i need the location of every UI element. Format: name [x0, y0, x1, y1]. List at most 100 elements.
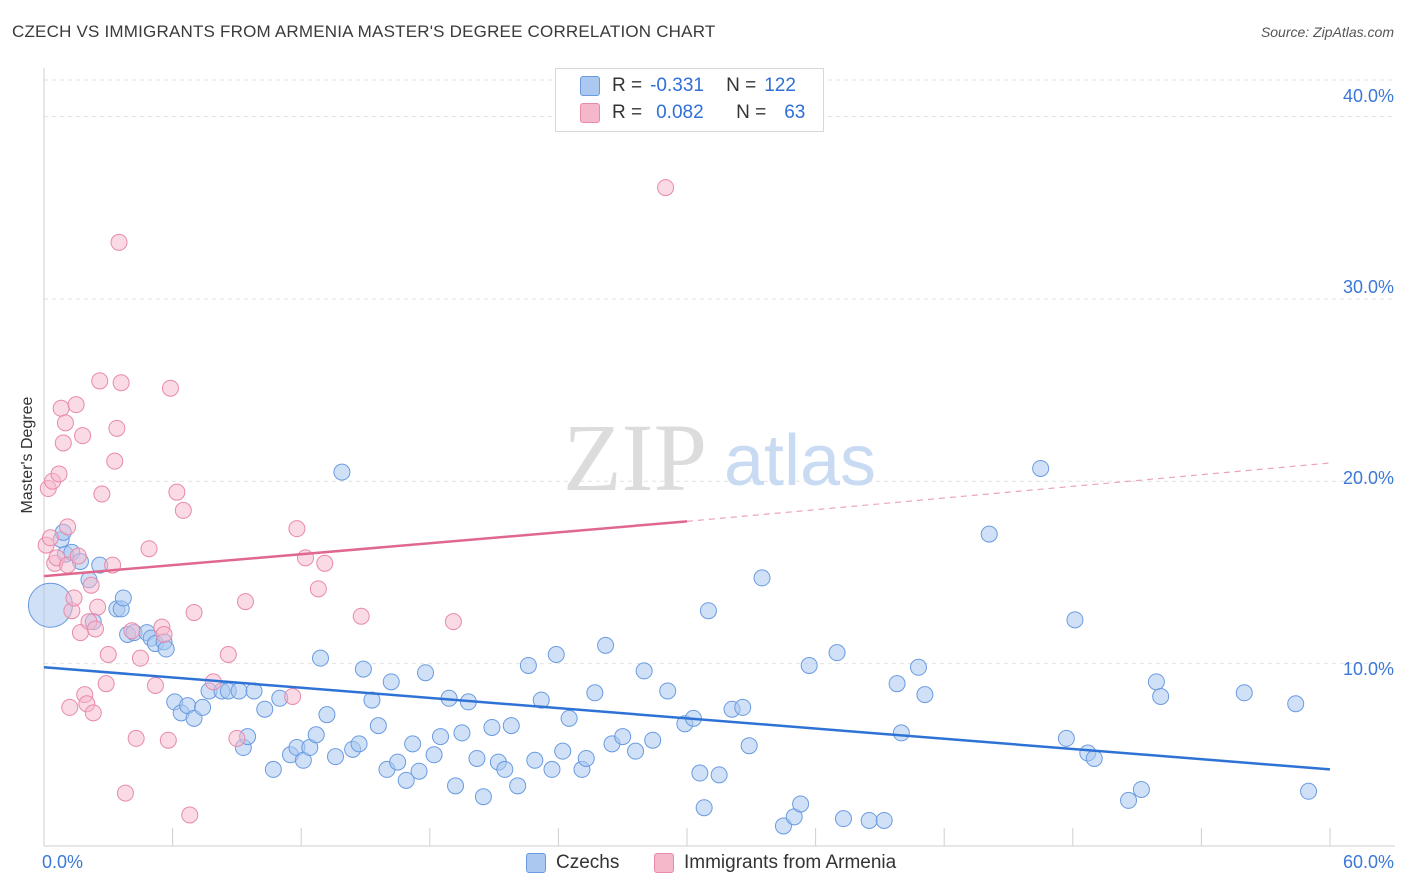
y-tick-10: 10.0% — [1342, 659, 1394, 679]
czechs-point — [157, 640, 175, 658]
czechs-point — [417, 664, 435, 682]
czechs-point — [318, 706, 336, 724]
czechs-point — [892, 724, 910, 742]
armenia-point — [316, 554, 334, 572]
czechs-point — [502, 717, 520, 735]
czechs-point — [509, 777, 527, 795]
armenia-point — [116, 784, 134, 802]
czechs-point — [1066, 611, 1084, 629]
y-tick-30: 30.0% — [1342, 277, 1394, 297]
armenia-point — [123, 622, 141, 640]
armenia-point — [219, 646, 237, 663]
czechs-point — [1235, 684, 1253, 702]
armenia-point — [97, 675, 115, 693]
czechs-point — [404, 735, 422, 753]
czechs-point — [483, 718, 501, 736]
armenia-point — [108, 419, 126, 437]
czechs-point — [909, 658, 927, 676]
armenia-point — [106, 452, 124, 470]
czechs-point — [389, 753, 407, 771]
czechs-point — [1300, 782, 1318, 800]
armenia-point — [112, 374, 130, 392]
czechs-point — [468, 749, 486, 767]
armenia-point — [155, 625, 173, 643]
czechs-points — [27, 459, 1318, 835]
armenia-point — [309, 580, 327, 598]
armenia-point — [284, 687, 302, 705]
czechs-point — [916, 686, 934, 704]
armenia-point — [185, 604, 203, 622]
czechs-point — [792, 795, 810, 813]
armenia-point — [444, 613, 462, 631]
armenia-point — [159, 731, 177, 749]
armenia-point — [352, 607, 370, 625]
armenia-point — [84, 704, 102, 722]
bottom-legend-armenia: Immigrants from Armenia — [654, 852, 896, 874]
bottom-legend-label-armenia: Immigrants from Armenia — [684, 852, 897, 873]
armenia-point — [236, 593, 254, 611]
czechs-point — [753, 569, 771, 587]
chart-title: CZECH VS IMMIGRANTS FROM ARMENIA MASTER'… — [12, 22, 716, 41]
armenia-point — [110, 233, 128, 251]
czechs-point — [1147, 673, 1165, 691]
armenia-point — [146, 677, 164, 695]
czechs-point — [614, 728, 632, 746]
czechs-point — [256, 700, 274, 718]
armenia-point — [93, 485, 111, 503]
y-tick-40: 40.0% — [1342, 86, 1394, 106]
legend-n-value: 63 — [784, 102, 806, 123]
legend-r-label: R = — [612, 75, 643, 96]
czechs-point — [519, 656, 537, 674]
armenia-point — [89, 598, 107, 616]
axes — [43, 68, 1395, 847]
czechs-point — [644, 731, 662, 749]
czechs-point — [397, 771, 415, 789]
czechs-point — [354, 660, 372, 678]
czechs-point — [800, 656, 818, 674]
czechs-point — [1057, 729, 1075, 747]
czechs-point — [597, 636, 615, 654]
legend-swatch-pink — [580, 103, 600, 123]
czechs-point — [627, 742, 645, 760]
armenia-point — [41, 529, 59, 547]
czechs-point — [114, 589, 132, 607]
czechs-point — [1287, 695, 1305, 713]
czechs-point — [734, 698, 752, 716]
armenia-point — [50, 465, 68, 483]
armenia-point — [288, 520, 306, 538]
czechs-point — [635, 662, 653, 680]
czechs-point — [577, 749, 595, 767]
czechs-point — [350, 735, 368, 753]
czechs-point — [543, 760, 561, 778]
x-tick-0: 0.0% — [42, 852, 84, 872]
armenia-point — [140, 540, 158, 558]
czechs-point — [740, 737, 758, 755]
armenia-point — [61, 698, 79, 716]
legend-r-value: 0.082 — [656, 102, 704, 123]
czechs-point — [980, 525, 998, 543]
armenia-point — [174, 501, 192, 519]
watermark-zip: ZIP — [563, 404, 707, 511]
armenia-point — [131, 649, 149, 667]
armenia-points — [37, 179, 675, 824]
armenia-point — [67, 396, 85, 414]
czechs-point — [326, 748, 344, 766]
armenia-point — [52, 399, 70, 417]
czechs-point — [264, 760, 282, 778]
czechs-point — [194, 698, 212, 716]
czechs-point — [691, 764, 709, 782]
czechs-point — [410, 762, 428, 780]
armenia-point — [86, 620, 104, 638]
y-axis-label: Master's Degree — [19, 396, 36, 514]
legend-n-label: N = — [726, 75, 757, 96]
legend-n-value: 122 — [764, 75, 796, 96]
watermark-atlas: atlas — [724, 421, 876, 501]
czechs-point — [369, 717, 387, 735]
czechs-trend-line — [43, 666, 1331, 771]
czechs-point — [230, 682, 248, 700]
watermark: ZIP atlas — [563, 404, 876, 511]
bottom-swatch-blue — [526, 853, 546, 873]
x-tick-60: 60.0% — [1342, 852, 1394, 872]
czechs-point — [710, 766, 728, 784]
